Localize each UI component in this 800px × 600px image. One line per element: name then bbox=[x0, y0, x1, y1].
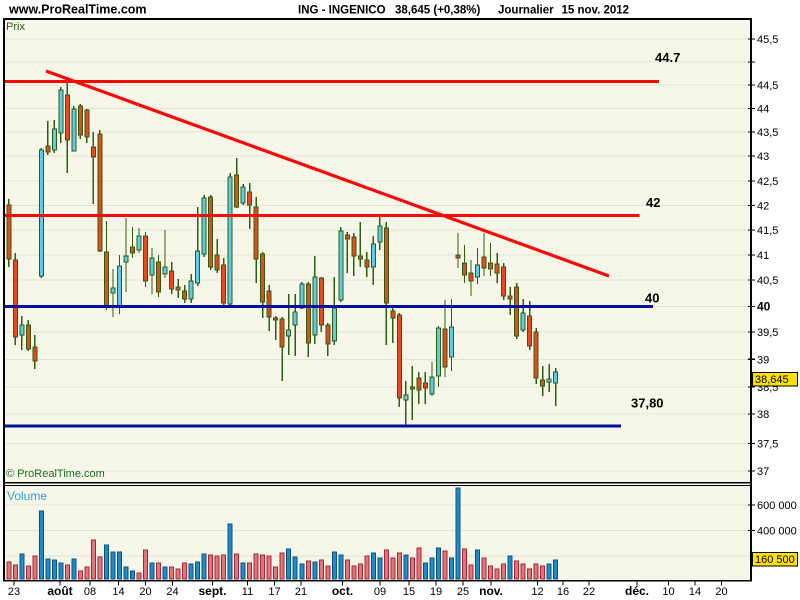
svg-text:© ProRealTime.com: © ProRealTime.com bbox=[6, 468, 105, 480]
svg-text:20: 20 bbox=[139, 586, 151, 598]
svg-text:11: 11 bbox=[242, 586, 253, 598]
svg-text:37: 37 bbox=[757, 466, 769, 478]
svg-text:160 500: 160 500 bbox=[755, 554, 795, 566]
svg-text:40: 40 bbox=[645, 291, 659, 306]
svg-text:Journalier: Journalier bbox=[498, 5, 554, 17]
svg-text:déc.: déc. bbox=[625, 584, 649, 598]
svg-text:39,5: 39,5 bbox=[757, 327, 778, 339]
svg-text:24: 24 bbox=[166, 586, 178, 598]
svg-text:42,5: 42,5 bbox=[757, 176, 778, 188]
svg-text:600 000: 600 000 bbox=[757, 500, 797, 512]
svg-text:08: 08 bbox=[84, 586, 96, 598]
svg-text:25: 25 bbox=[457, 586, 469, 598]
svg-text:45,5: 45,5 bbox=[757, 34, 778, 46]
svg-text:ING - INGENICO: ING - INGENICO bbox=[298, 5, 386, 17]
svg-text:nov.: nov. bbox=[479, 584, 503, 598]
svg-text:400 000: 400 000 bbox=[757, 526, 797, 538]
svg-text:42: 42 bbox=[646, 195, 660, 210]
svg-text:41,5: 41,5 bbox=[757, 225, 778, 237]
svg-text:17: 17 bbox=[268, 586, 280, 598]
svg-text:oct.: oct. bbox=[332, 584, 353, 598]
svg-text:40,5: 40,5 bbox=[757, 275, 778, 287]
svg-text:Prix: Prix bbox=[6, 21, 25, 33]
svg-text:44.7: 44.7 bbox=[655, 50, 680, 65]
svg-text:10: 10 bbox=[662, 586, 674, 598]
svg-text:19: 19 bbox=[430, 586, 442, 598]
svg-text:www.ProRealTime.com: www.ProRealTime.com bbox=[8, 3, 147, 17]
svg-text:août: août bbox=[47, 584, 72, 598]
svg-text:16: 16 bbox=[557, 586, 569, 598]
svg-text:37,80: 37,80 bbox=[631, 396, 664, 411]
svg-text:09: 09 bbox=[374, 586, 386, 598]
svg-text:sept.: sept. bbox=[198, 584, 226, 598]
svg-text:43,5: 43,5 bbox=[757, 127, 778, 139]
svg-text:43: 43 bbox=[757, 151, 769, 163]
svg-text:38: 38 bbox=[757, 409, 769, 421]
svg-text:15: 15 bbox=[403, 586, 415, 598]
svg-text:38,645 (+0,38%): 38,645 (+0,38%) bbox=[395, 5, 481, 17]
svg-text:37,5: 37,5 bbox=[757, 439, 778, 451]
svg-text:21: 21 bbox=[295, 586, 307, 598]
svg-text:15 nov. 2012: 15 nov. 2012 bbox=[562, 5, 630, 17]
svg-text:40: 40 bbox=[757, 300, 771, 314]
svg-text:44: 44 bbox=[757, 104, 769, 116]
svg-text:Volume: Volume bbox=[7, 489, 47, 503]
svg-text:42: 42 bbox=[757, 201, 769, 213]
svg-text:39: 39 bbox=[757, 354, 769, 366]
svg-text:20: 20 bbox=[715, 586, 727, 598]
svg-text:12: 12 bbox=[531, 586, 543, 598]
svg-text:14: 14 bbox=[689, 586, 701, 598]
svg-text:44,5: 44,5 bbox=[757, 80, 778, 92]
svg-text:23: 23 bbox=[8, 586, 20, 598]
svg-text:22: 22 bbox=[583, 586, 595, 598]
svg-text:38,645: 38,645 bbox=[755, 374, 789, 386]
svg-text:14: 14 bbox=[112, 586, 124, 598]
svg-text:41: 41 bbox=[757, 250, 769, 262]
